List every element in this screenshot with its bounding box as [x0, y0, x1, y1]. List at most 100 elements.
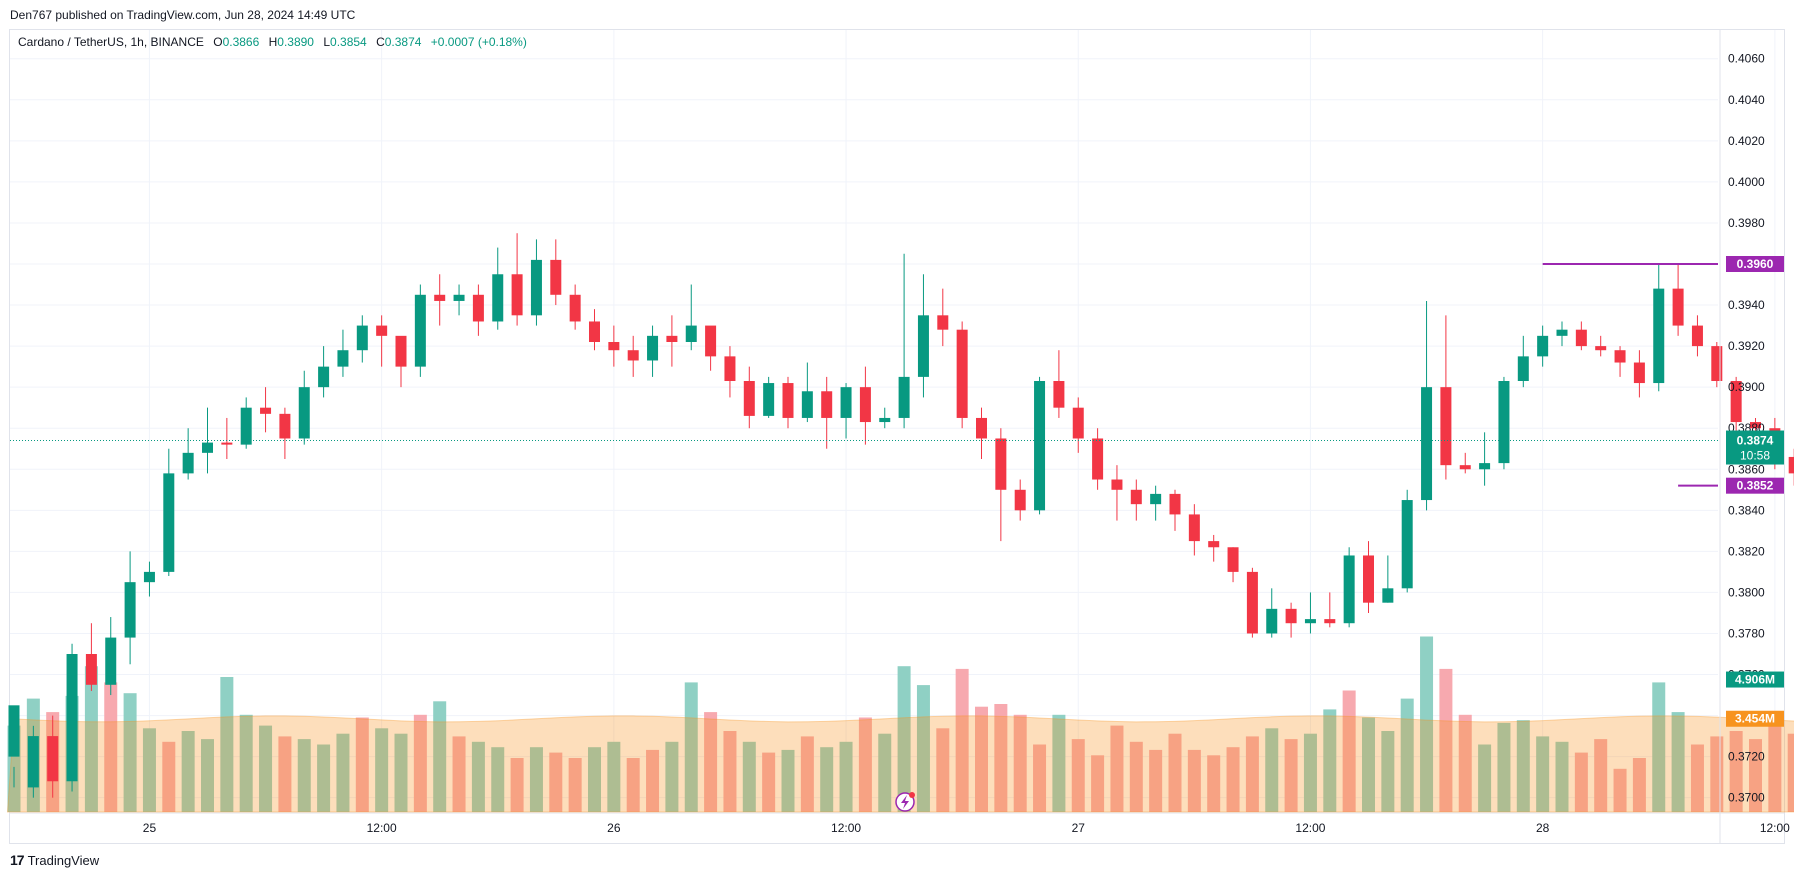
volume-bar	[858, 717, 872, 812]
publish-info: Den767 published on TradingView.com, Jun…	[10, 8, 356, 22]
volume-bar	[471, 741, 485, 812]
close-label: C	[376, 35, 385, 49]
volume-bar	[897, 666, 911, 812]
candle-body	[414, 294, 426, 367]
volume-bar	[433, 701, 447, 812]
candle-body	[27, 736, 39, 788]
y-tick-label: 0.3860	[1728, 462, 1765, 476]
volume-bar	[1323, 709, 1337, 812]
x-tick-label: 12:00	[1760, 821, 1790, 835]
x-tick-label: 27	[1072, 821, 1086, 835]
volume-bar	[1787, 733, 1794, 812]
y-tick-label: 0.3800	[1728, 585, 1765, 599]
candle-body	[1208, 541, 1220, 548]
y-tick-label: 0.3720	[1728, 750, 1765, 764]
candle-body	[782, 383, 794, 418]
candle-body	[124, 582, 136, 638]
replay-lightning-icon[interactable]	[895, 792, 915, 812]
candle-body	[1150, 493, 1162, 505]
low-value: 0.3854	[330, 35, 367, 49]
volume-bar	[529, 747, 543, 812]
volume-bar	[1033, 744, 1047, 812]
candle-body	[995, 438, 1007, 490]
volume-bar	[665, 741, 679, 812]
volume-bar	[1671, 712, 1685, 812]
candle-body	[1556, 329, 1568, 336]
volume-bar	[297, 739, 311, 812]
y-tick-label: 0.3820	[1728, 544, 1765, 558]
volume-bar	[1342, 690, 1356, 812]
y-tick-label: 0.4020	[1728, 134, 1765, 148]
volume-bar	[84, 666, 98, 812]
candle-body	[221, 442, 233, 445]
volume-bar	[162, 741, 176, 812]
candle-body	[143, 571, 155, 583]
candle-body	[898, 376, 910, 418]
volume-bar	[646, 749, 660, 812]
volume-bar	[201, 739, 214, 812]
volume-bar	[762, 752, 776, 812]
volume-bar	[1381, 731, 1395, 812]
volume-bars	[7, 636, 1794, 812]
volume-bar	[549, 752, 563, 812]
candle-body	[1092, 438, 1104, 480]
candle-body	[47, 736, 59, 782]
volume-bar	[104, 682, 118, 812]
candle-body	[976, 417, 987, 439]
candle-body	[279, 413, 291, 439]
volume-bar	[1052, 714, 1066, 812]
candle-body	[240, 407, 252, 445]
candle-body	[105, 637, 117, 685]
candle-body	[1575, 329, 1587, 347]
volume-bar	[975, 706, 988, 812]
volume-bar	[1574, 752, 1588, 812]
candle-body	[1788, 456, 1794, 474]
volume-bar	[413, 714, 427, 812]
volume-bar	[1303, 733, 1317, 812]
candle-body	[1459, 465, 1471, 470]
low-label: L	[323, 35, 331, 49]
candle-body	[627, 350, 639, 361]
tradingview-logo-icon: 17	[10, 852, 25, 868]
candle-body	[1304, 619, 1316, 624]
volume-bar	[278, 736, 292, 812]
volume-bar	[317, 744, 331, 812]
candle-body	[1188, 514, 1200, 542]
candle-body	[1537, 335, 1549, 357]
volume-bar	[355, 717, 369, 812]
symbol-title[interactable]: Cardano / TetherUS, 1h, BINANCE	[18, 35, 204, 49]
candle-body	[666, 335, 678, 342]
horizontal-levels[interactable]	[10, 263, 1718, 487]
volume-bar	[994, 704, 1008, 812]
open-label: O	[213, 35, 223, 49]
candle-body	[685, 325, 697, 342]
footer-brand[interactable]: 17 TradingView	[10, 852, 99, 868]
volume-bar	[1400, 698, 1414, 812]
candle-body	[511, 274, 523, 316]
volume-bar	[491, 747, 505, 812]
volume-bar	[1632, 758, 1646, 812]
volume-bar	[220, 677, 234, 812]
volume-bar	[1729, 731, 1743, 812]
close-value: 0.3874	[384, 35, 422, 49]
volume-bar	[375, 728, 389, 812]
candle-body	[1285, 608, 1297, 624]
volume-badge-label: 3.454M	[1735, 712, 1775, 726]
candle-body	[1440, 387, 1452, 466]
volume-bar	[181, 731, 195, 812]
level-badge-label: 0.3960	[1737, 257, 1774, 271]
candle-body	[743, 381, 755, 416]
y-tick-label: 0.4000	[1728, 175, 1765, 189]
volume-bar	[1168, 733, 1182, 812]
countdown-label: 10:58	[1740, 449, 1770, 463]
volume-bar	[1207, 755, 1221, 812]
candle-body	[1614, 350, 1626, 363]
candle-body	[337, 350, 349, 367]
candle-body	[1343, 555, 1355, 624]
y-tick-label: 0.3900	[1728, 380, 1765, 394]
candle-body	[1111, 479, 1123, 490]
volume-bar	[1594, 739, 1608, 812]
y-tick-label: 0.3840	[1728, 503, 1765, 517]
